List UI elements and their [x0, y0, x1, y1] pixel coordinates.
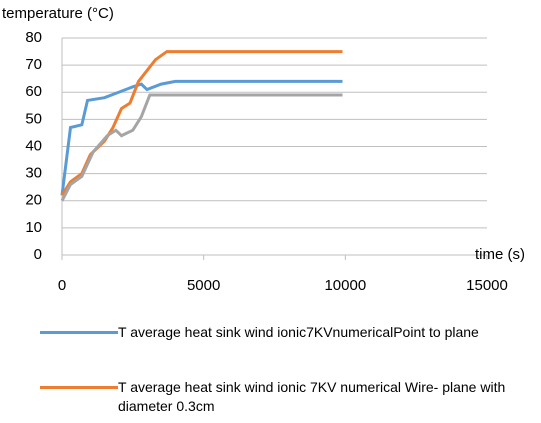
legend-swatch [40, 386, 118, 389]
series-line [60, 93, 343, 202]
legend-label: T average heat sink wind ionic 7KV numer… [118, 379, 506, 414]
x-tick-label: 0 [58, 277, 66, 294]
y-tick-label: 80 [25, 29, 42, 46]
y-tick-label: 20 [25, 192, 42, 209]
plot: temperature (°C) 0 10 20 30 40 50 60 70 80 0 5000 1… [2, 5, 525, 294]
y-tick-label: 70 [25, 56, 42, 73]
y-tick-label: 40 [25, 137, 42, 154]
x-tick-label: 15000 [466, 277, 508, 294]
y-tick-label: 50 [25, 110, 42, 127]
x-tick-label: 5000 [187, 277, 220, 294]
legend-swatch [40, 331, 118, 334]
x-tick-label: 10000 [324, 277, 366, 294]
y-axis-label: temperature (°C) [2, 5, 114, 22]
y-tick-label: 0 [34, 246, 42, 263]
y-tick-label: 60 [25, 83, 42, 100]
legend-item: T average heat sink wind ionic7KVnumeric… [40, 323, 538, 342]
legend-label: T average heat sink wind ionic7KVnumeric… [118, 324, 479, 340]
y-tick-label: 30 [25, 165, 42, 182]
y-tick-label: 10 [25, 219, 42, 236]
legend-item: T average heat sink wind ionic 7KV numer… [40, 378, 538, 416]
x-axis-label: time (s) [475, 246, 525, 263]
